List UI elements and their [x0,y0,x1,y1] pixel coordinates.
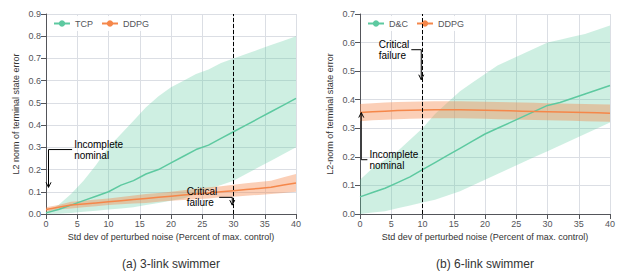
svg-text:D&C: D&C [389,19,409,29]
svg-text:L2 norm of terminal state erro: L2 norm of terminal state error [11,53,21,174]
svg-text:0.7: 0.7 [342,9,355,19]
svg-text:30: 30 [228,219,238,229]
svg-text:15: 15 [449,219,459,229]
svg-text:25: 25 [197,219,207,229]
svg-text:30: 30 [542,219,552,229]
svg-text:0.8: 0.8 [28,31,41,41]
svg-text:Incomplete: Incomplete [74,139,123,150]
svg-text:(b) 6-link swimmer: (b) 6-link swimmer [436,257,534,271]
svg-text:DDPG: DDPG [438,19,464,29]
svg-text:TCP: TCP [75,19,93,29]
svg-text:Incomplete: Incomplete [369,149,418,160]
svg-text:0.2: 0.2 [342,152,355,162]
svg-text:Critical: Critical [187,186,218,197]
svg-text:5: 5 [389,219,394,229]
svg-text:0.2: 0.2 [28,165,41,175]
svg-text:20: 20 [480,219,490,229]
svg-text:0.3: 0.3 [28,142,41,152]
svg-text:Std dev of perturbed noise (Pe: Std dev of perturbed noise (Percent of m… [68,232,275,242]
svg-text:0.5: 0.5 [28,98,41,108]
svg-text:Critical: Critical [379,39,410,50]
svg-text:0.0: 0.0 [342,209,355,219]
svg-text:40: 40 [291,219,301,229]
svg-text:35: 35 [260,219,270,229]
svg-text:0.4: 0.4 [28,120,41,130]
svg-text:0.0: 0.0 [28,209,41,219]
svg-text:(a) 3-link swimmer: (a) 3-link swimmer [122,257,220,271]
svg-text:0: 0 [357,219,362,229]
svg-text:Std dev of perturbed noise (Pe: Std dev of perturbed noise (Percent of m… [382,232,589,242]
svg-text:0.5: 0.5 [342,66,355,76]
svg-text:10: 10 [417,219,427,229]
svg-text:0.6: 0.6 [342,38,355,48]
svg-text:0: 0 [43,219,48,229]
svg-text:0.3: 0.3 [342,123,355,133]
svg-text:10: 10 [103,219,113,229]
svg-text:failure: failure [187,197,215,208]
svg-text:25: 25 [511,219,521,229]
svg-text:nominal: nominal [74,150,109,161]
svg-text:0.1: 0.1 [28,187,41,197]
svg-text:0.7: 0.7 [28,53,41,63]
svg-text:20: 20 [166,219,176,229]
svg-text:DDPG: DDPG [123,19,149,29]
svg-text:0.9: 0.9 [28,9,41,19]
svg-text:0.1: 0.1 [342,180,355,190]
svg-text:0.4: 0.4 [342,95,355,105]
svg-text:15: 15 [135,219,145,229]
svg-text:5: 5 [75,219,80,229]
svg-text:L2-norm of terminal state erro: L2-norm of terminal state error [325,53,335,175]
svg-text:35: 35 [574,219,584,229]
svg-text:nominal: nominal [369,160,404,171]
svg-text:40: 40 [605,219,615,229]
svg-text:0.6: 0.6 [28,76,41,86]
svg-text:failure: failure [379,50,407,61]
